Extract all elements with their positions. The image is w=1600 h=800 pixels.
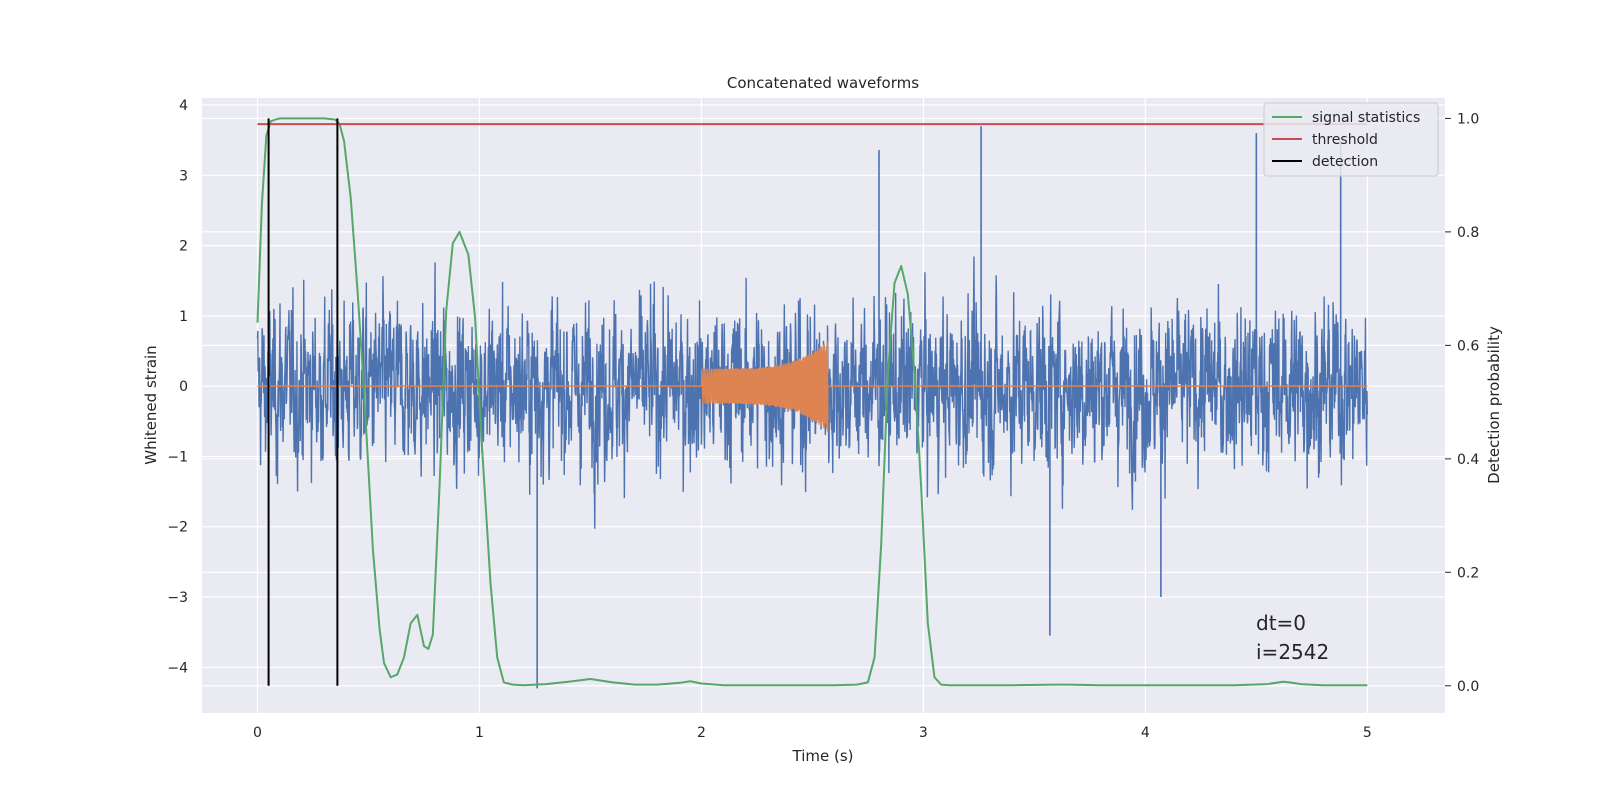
- y-tick-label: 4: [179, 98, 188, 114]
- y-tick-label: −1: [167, 449, 188, 465]
- y2-axis-label: Detection probability: [1485, 326, 1503, 484]
- y-tick-label: 2: [179, 239, 188, 255]
- y-axis-label: Whitened strain: [142, 345, 160, 464]
- y2-tick-label: 0.6: [1457, 338, 1479, 354]
- y-tick-label: 1: [179, 309, 188, 325]
- annotation-i: i=2542: [1256, 640, 1329, 664]
- x-tick-label: 3: [919, 725, 928, 741]
- legend-label-threshold: threshold: [1312, 132, 1378, 148]
- x-tick-label: 4: [1141, 725, 1150, 741]
- y-tick-label: −2: [167, 520, 188, 536]
- legend-box: [1263, 102, 1439, 177]
- y-tick-label: −3: [167, 590, 188, 606]
- y2-tick-label: 0.8: [1457, 225, 1479, 241]
- legend-label-detection: detection: [1312, 154, 1378, 170]
- y-tick-label: −4: [167, 660, 188, 676]
- y2-tick-label: 0.2: [1457, 565, 1479, 581]
- series-0-line: [256, 256, 1369, 529]
- legend-label-signal-statistics: signal statistics: [1312, 110, 1420, 126]
- y2-tick-label: 1.0: [1457, 111, 1479, 127]
- x-tick-label: 5: [1363, 725, 1372, 741]
- x-axis-label: Time (s): [792, 747, 854, 765]
- legend: signal statistics threshold detection: [1263, 102, 1439, 177]
- x-tick-label: 2: [697, 725, 706, 741]
- series-signal-statistics-line: [256, 117, 1368, 687]
- y2-tick-label: 0.0: [1457, 679, 1479, 695]
- annotation-dt: dt=0: [1256, 611, 1306, 635]
- x-tick-label: 1: [475, 725, 484, 741]
- plot-marks: [256, 117, 1369, 689]
- y2-tick-label: 0.4: [1457, 452, 1479, 468]
- y-tick-label: 3: [179, 168, 188, 184]
- x-tick-label: 0: [253, 725, 262, 741]
- y-tick-label: 0: [179, 379, 188, 395]
- series-1-chirp: [700, 341, 829, 432]
- axes: 0 1 2 3 4 5 −4 −3 −2 −1 0 1 2 3 4 0.0 0.2 0.4 0.6 0.8 1.0: [167, 98, 1479, 741]
- chart-title: Concatenated waveforms: [727, 74, 919, 92]
